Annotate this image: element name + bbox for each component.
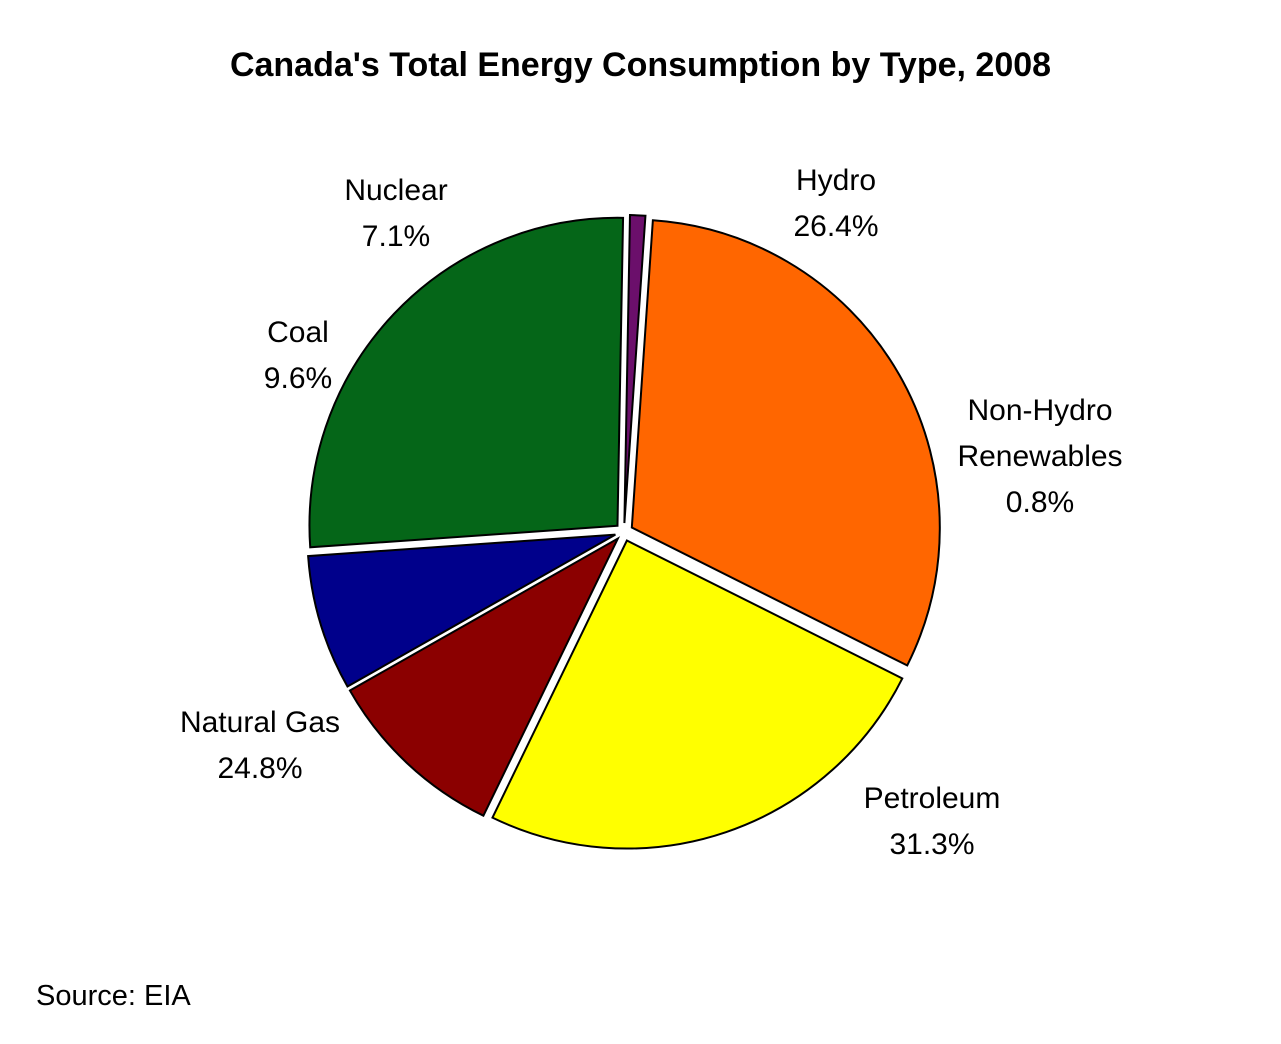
pie-slice-non-hydro-renewables <box>623 214 647 524</box>
pie-slice-natural-gas <box>491 539 904 850</box>
pie-slice-hydro <box>308 216 625 549</box>
source-note: Source: EIA <box>36 980 191 1012</box>
pie-slice-coal <box>348 536 621 818</box>
slice-label-petroleum: Petroleum 31.3% <box>864 782 1001 861</box>
slice-label-coal: Coal 9.6% <box>264 316 332 395</box>
pie-slice-nuclear <box>307 533 616 688</box>
slice-label-nuclear: Nuclear 7.1% <box>344 174 447 253</box>
slice-label-hydro: Hydro 26.4% <box>793 164 878 243</box>
slice-label-non-hydro-renewables: Non-Hydro Renewables 0.8% <box>957 394 1122 519</box>
pie-slice-petroleum <box>630 219 941 667</box>
chart-title: Canada's Total Energy Consumption by Typ… <box>229 46 1052 84</box>
slice-label-natural-gas: Natural Gas 24.8% <box>180 706 340 785</box>
